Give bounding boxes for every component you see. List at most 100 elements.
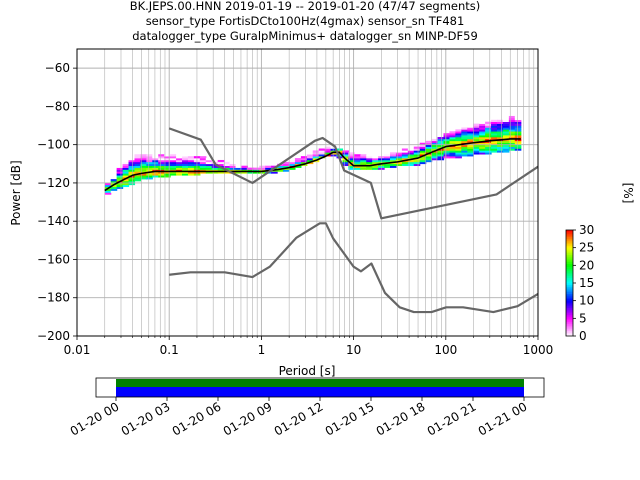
heatmap-cell — [294, 159, 302, 163]
heatmap-cell — [288, 159, 296, 163]
colorbar-tick-label: 15 — [579, 276, 594, 290]
heatmap-cell — [146, 177, 153, 180]
heatmap-cell — [128, 156, 136, 159]
heatmap-cell — [182, 163, 189, 167]
heatmap-cell — [491, 131, 498, 134]
heatmap-cell — [217, 159, 225, 163]
heatmap-cell — [122, 171, 130, 174]
heatmap-cell — [407, 148, 415, 151]
heatmap-cell — [425, 158, 433, 161]
y-axis-ticks: −200 −180 −160 −140 −120 −100 −80 −60 — [37, 61, 77, 343]
heatmap-cell — [205, 163, 213, 167]
heatmap-cell — [104, 188, 112, 191]
heatmap-cell — [187, 158, 195, 161]
y-tick-label: −80 — [45, 99, 70, 113]
heatmap-cell — [443, 154, 451, 157]
heatmap-cell — [104, 190, 112, 193]
colorbar-segment — [566, 307, 573, 310]
heatmap-cell — [128, 182, 136, 186]
colorbar-segment — [566, 247, 573, 250]
heatmap-cell — [164, 154, 171, 157]
heatmap-cell — [187, 169, 195, 172]
colorbar-segment — [566, 316, 573, 319]
heatmap-cell — [366, 165, 373, 168]
heatmap-cell — [455, 140, 462, 144]
colorbar-segment — [566, 286, 573, 289]
heatmap-cell — [473, 135, 480, 138]
colorbar-segment — [566, 334, 573, 337]
heatmap-cell — [479, 137, 486, 140]
heatmap-cell — [443, 146, 451, 149]
heatmap-cell — [348, 161, 355, 165]
heatmap-cell — [265, 167, 272, 170]
colorbar-segment — [566, 260, 573, 263]
heatmap-cell — [390, 154, 397, 157]
heatmap-cell — [437, 156, 445, 159]
heatmap-cell — [443, 148, 451, 151]
heatmap-cell — [122, 184, 130, 188]
heatmap-cell — [247, 167, 254, 170]
heatmap-cell — [455, 137, 462, 140]
heatmap-cell — [407, 150, 415, 153]
heatmap-cell — [419, 148, 427, 151]
heatmap-cell — [449, 137, 456, 140]
heatmap-cell — [306, 156, 314, 159]
heatmap-cell — [205, 165, 213, 168]
heatmap-cell — [176, 156, 183, 159]
heatmap-cell — [496, 125, 504, 128]
heatmap-cell — [152, 159, 159, 163]
heatmap-cell — [491, 125, 498, 128]
heatmap-cell — [508, 123, 516, 126]
colorbar-segment — [566, 313, 573, 316]
x-tick-label: 1 — [258, 343, 266, 357]
heatmap-cell — [496, 123, 504, 126]
heatmap-cell — [485, 121, 492, 124]
heatmap-cell — [247, 171, 254, 174]
heatmap-cell — [384, 158, 391, 161]
colorbar-segment — [566, 321, 573, 324]
colorbar-segment — [566, 293, 573, 296]
heatmap-cell — [187, 161, 195, 165]
colorbar-segment — [566, 297, 573, 300]
heatmap-cell — [479, 138, 486, 142]
heatmap-cell — [122, 163, 130, 167]
heatmap-cell — [104, 192, 112, 195]
heatmap-cell — [164, 167, 171, 170]
coverage-tick-label: 01-20 18 — [374, 399, 428, 438]
colorbar-segment — [566, 274, 573, 277]
heatmap-cell — [170, 154, 177, 157]
colorbar-tick-label: 20 — [579, 258, 594, 272]
heatmap-cell — [134, 175, 142, 178]
x-tick-label: 0.1 — [160, 343, 179, 357]
heatmap-cell — [170, 173, 177, 176]
heatmap-cell — [300, 161, 308, 165]
colorbar-segment — [566, 270, 573, 273]
heatmap-cell — [342, 159, 350, 163]
heatmap-cell — [395, 158, 403, 161]
heatmap-cell — [223, 161, 231, 165]
heatmap-cell — [152, 167, 159, 170]
heatmap-cell — [366, 159, 373, 163]
heatmap-cell — [491, 129, 498, 132]
heatmap-cell — [253, 171, 260, 174]
heatmap-cell — [176, 173, 183, 176]
coverage-tick-label: 01-20 06 — [170, 399, 224, 438]
heatmap-cell — [217, 161, 225, 165]
heatmap-cell — [199, 171, 207, 174]
heatmap-cell — [443, 138, 451, 142]
heatmap-cell — [158, 163, 165, 167]
heatmap-cell — [182, 173, 189, 176]
heatmap-cell — [467, 148, 474, 151]
heatmap-cell — [140, 163, 147, 167]
heatmap-cell — [502, 125, 510, 128]
heatmap-cell — [496, 137, 504, 140]
heatmap-cell — [508, 144, 516, 147]
heatmap-cell — [158, 167, 165, 170]
heatmap-cell — [502, 140, 510, 144]
heatmap-cell — [479, 121, 486, 124]
heatmap-cell — [443, 135, 451, 138]
colorbar-segment — [566, 272, 573, 275]
heatmap-cell — [467, 137, 474, 140]
heatmap-cell — [461, 131, 468, 134]
heatmap-cell — [324, 148, 332, 151]
